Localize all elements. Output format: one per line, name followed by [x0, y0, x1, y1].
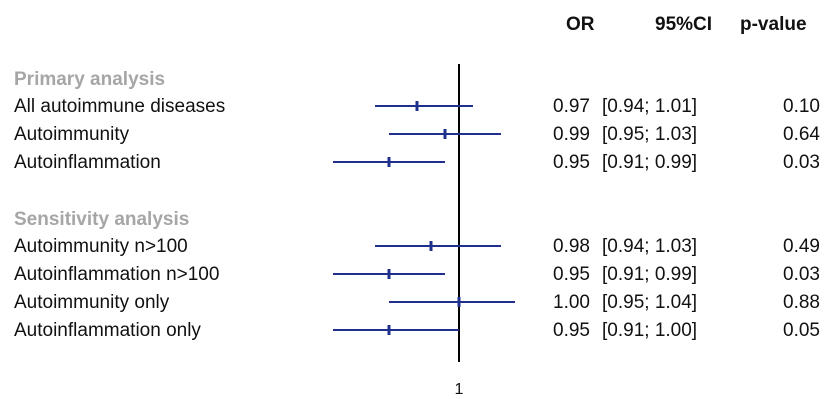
row-label: Autoinflammation n>100	[14, 264, 220, 285]
or-value: 0.98	[553, 236, 590, 257]
row-label: All autoimmune diseases	[14, 96, 226, 117]
or-value: 0.95	[553, 152, 590, 173]
ci-value: [0.91; 1.00]	[602, 320, 698, 341]
ci-value: [0.91; 0.99]	[602, 264, 698, 285]
or-value: 0.95	[553, 264, 590, 285]
ci-header: 95%CI	[655, 14, 713, 35]
x-tick-label: 1	[454, 381, 464, 398]
or-value: 0.97	[553, 96, 590, 117]
row-label: Autoinflammation only	[14, 320, 201, 341]
p-value: 0.64	[783, 124, 820, 145]
section-title-primary: Primary analysis	[14, 69, 166, 90]
p-value-header: p-value	[740, 14, 807, 35]
p-value: 0.88	[783, 292, 820, 313]
row-label: Autoimmunity only	[14, 292, 170, 313]
row-label: Autoinflammation	[14, 152, 161, 173]
section-title-sensitivity: Sensitivity analysis	[14, 209, 190, 230]
ci-value: [0.95; 1.03]	[602, 124, 698, 145]
ci-value: [0.94; 1.01]	[602, 96, 698, 117]
p-value: 0.10	[783, 96, 820, 117]
p-value: 0.03	[783, 152, 820, 173]
p-value: 0.03	[783, 264, 820, 285]
row-label: Autoimmunity	[14, 124, 130, 145]
ci-value: [0.91; 0.99]	[602, 152, 698, 173]
p-value: 0.49	[783, 236, 820, 257]
or-header: OR	[566, 14, 595, 35]
or-value: 0.95	[553, 320, 590, 341]
row-label: Autoimmunity n>100	[14, 236, 188, 257]
ci-value: [0.95; 1.04]	[602, 292, 698, 313]
p-value: 0.05	[783, 320, 820, 341]
or-value: 1.00	[553, 292, 590, 313]
or-value: 0.99	[553, 124, 590, 145]
ci-value: [0.94; 1.03]	[602, 236, 698, 257]
